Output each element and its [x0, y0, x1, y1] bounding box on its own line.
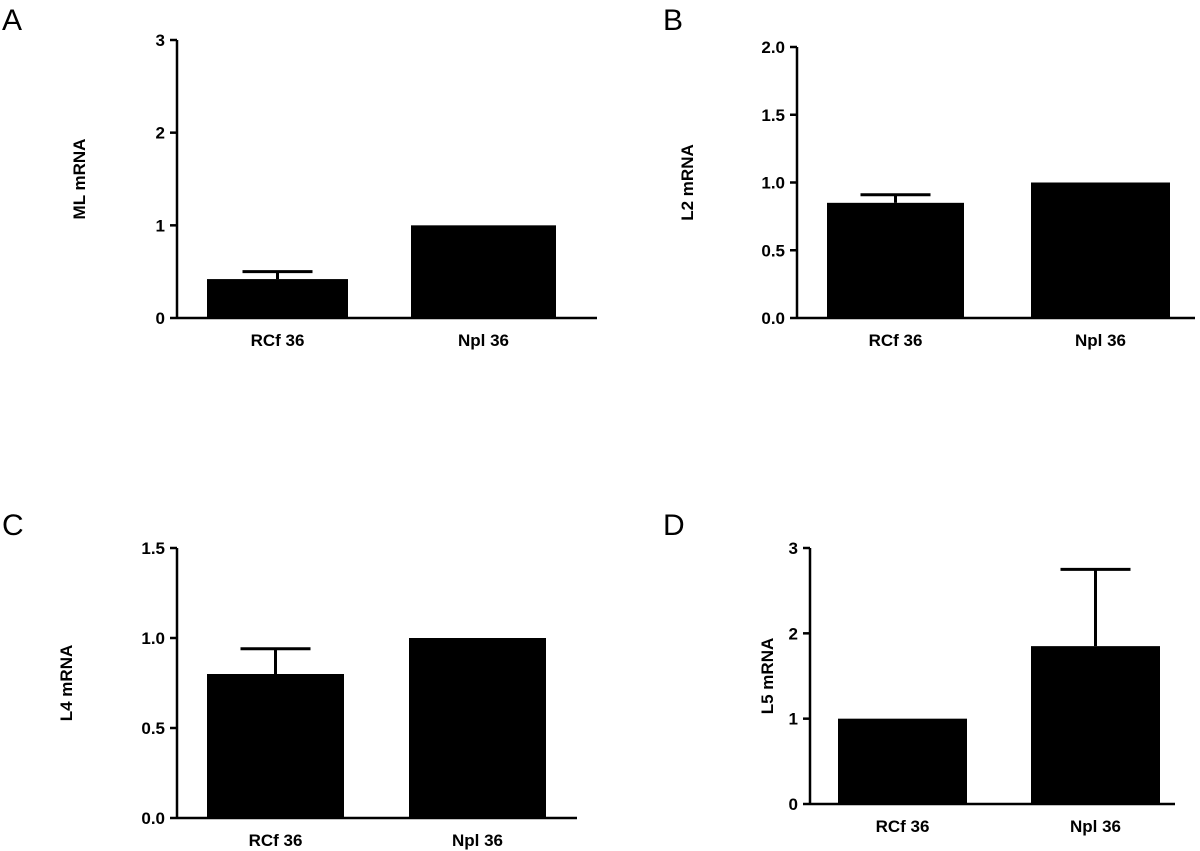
panel-c-y-tick-label-0: 0.0 [141, 809, 165, 828]
panel-c-bar-0 [207, 674, 344, 818]
panel-a-y-tick-label-1: 1 [156, 216, 165, 235]
panel-b-y-tick-label-2: 1.0 [761, 174, 785, 193]
panel-d-y-tick-label-1: 1 [789, 710, 798, 729]
panel-d-y-axis-label: L5 mRNA [758, 638, 777, 715]
panel-a-bar-1 [411, 225, 556, 318]
panel-c-letter: C [2, 509, 24, 542]
panel-d-y-tick-label-3: 3 [789, 539, 798, 558]
panel-b-y-tick-label-0: 0.0 [761, 309, 785, 328]
panel-c-y-tick-label-1: 0.5 [141, 719, 165, 738]
panel-d-y-tick-label-2: 2 [789, 624, 798, 643]
panel-a-category-label-1: Npl 36 [458, 331, 509, 350]
panel-d-letter: D [663, 509, 685, 542]
panel-c-category-label-0: RCf 36 [249, 831, 303, 850]
panel-c-y-axis-label: L4 mRNA [57, 645, 76, 722]
panel-b-y-tick-label-4: 2.0 [761, 38, 785, 57]
panel-a-category-label-0: RCf 36 [251, 331, 305, 350]
panel-d-category-label-1: Npl 36 [1070, 817, 1121, 836]
panel-a-bar-0 [207, 279, 348, 318]
panel-c-y-tick-label-2: 1.0 [141, 629, 165, 648]
panel-d-y-tick-label-0: 0 [789, 795, 798, 814]
panel-a-y-tick-label-0: 0 [156, 309, 165, 328]
panel-b-y-axis-label: L2 mRNA [678, 144, 697, 221]
panel-a-letter: A [2, 4, 22, 37]
panel-a-y-tick-label-2: 2 [156, 124, 165, 143]
panel-d-bar-0 [838, 718, 967, 804]
panel-b-y-tick-label-1: 0.5 [761, 241, 785, 260]
panel-b-bar-0 [827, 202, 964, 318]
panel-c-category-label-1: Npl 36 [452, 831, 503, 850]
panel-b-category-label-1: Npl 36 [1075, 331, 1126, 350]
panel-b-bar-1 [1031, 182, 1170, 318]
panel-a-y-tick-label-3: 3 [156, 31, 165, 50]
panel-b-category-label-0: RCf 36 [869, 331, 923, 350]
panel-c-y-tick-label-3: 1.5 [141, 539, 165, 558]
panel-a-y-axis-label: ML mRNA [70, 139, 89, 220]
panel-b-letter: B [663, 4, 683, 37]
panel-d-category-label-0: RCf 36 [876, 817, 930, 836]
panel-b-y-tick-label-3: 1.5 [761, 106, 785, 125]
panel-c-bar-1 [409, 638, 546, 818]
panel-d-bar-1 [1031, 646, 1160, 804]
